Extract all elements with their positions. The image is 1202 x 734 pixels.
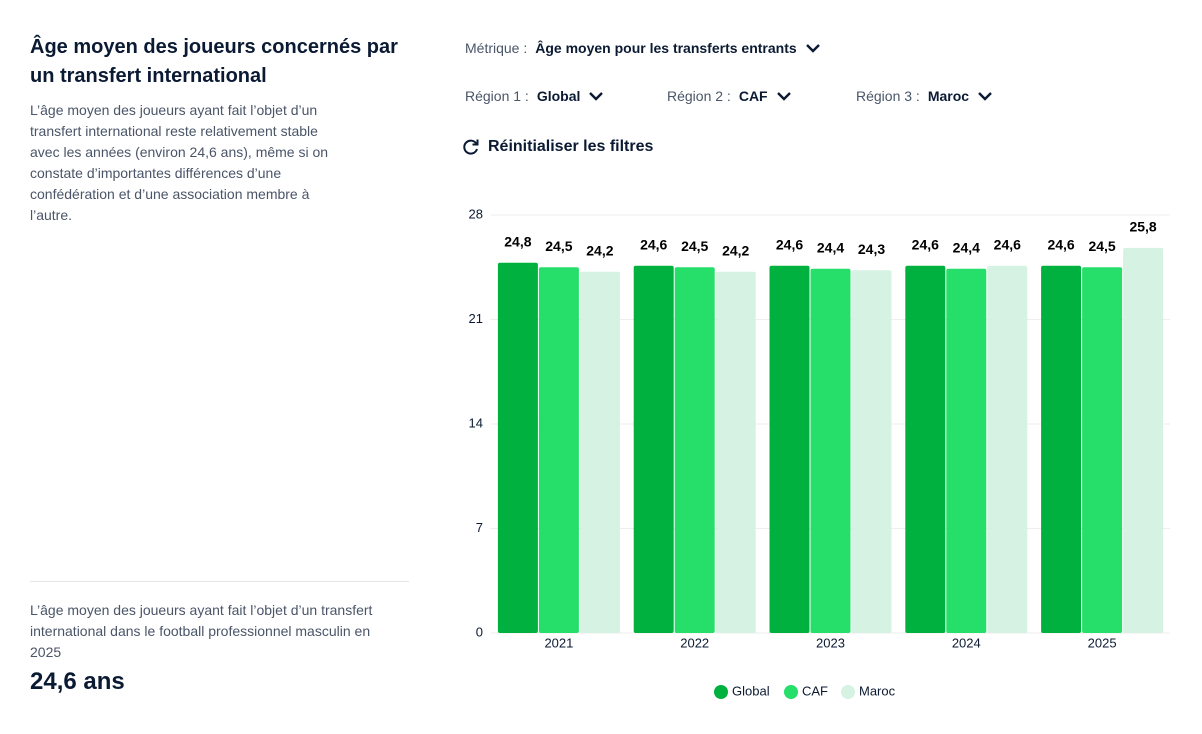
data-label: 24,4 <box>817 239 844 255</box>
filter-value: Maroc <box>927 88 970 104</box>
bar <box>769 265 810 633</box>
chevron <box>978 92 992 101</box>
region-filter[interactable]: Région 1 : Global <box>465 88 604 104</box>
highlight-value: 24,6 ans <box>30 668 125 695</box>
y-tick-label: 7 <box>476 520 483 535</box>
bar <box>715 271 756 633</box>
filter-value: CAF <box>738 88 768 104</box>
filter-label: Région 1 : <box>465 88 529 104</box>
panel-description: L’âge moyen des joueurs ayant fait l’obj… <box>30 102 329 223</box>
data-label: 24,2 <box>586 242 613 258</box>
bar <box>1123 247 1164 634</box>
legend-label: CAF <box>802 683 828 698</box>
x-tick-label: 2025 <box>1088 635 1117 650</box>
bar <box>538 267 579 633</box>
y-tick-label: 21 <box>469 311 483 326</box>
x-tick-label: 2022 <box>680 635 709 650</box>
x-tick-label: 2024 <box>952 635 981 650</box>
bar <box>633 265 674 633</box>
data-label: 24,5 <box>1088 238 1115 254</box>
metric-filter[interactable]: Métrique : Âge moyen pour les transferts… <box>465 40 821 56</box>
bar <box>851 270 892 633</box>
data-label: 24,6 <box>994 236 1021 252</box>
legend-swatch <box>714 685 728 699</box>
bar <box>497 262 538 633</box>
data-label: 24,6 <box>912 236 939 252</box>
y-tick-label: 0 <box>476 624 483 639</box>
x-tick-label: 2023 <box>816 635 845 650</box>
filter-value: Âge moyen pour les transferts entrants <box>535 40 797 56</box>
chevron <box>776 92 791 101</box>
chevron <box>589 92 604 101</box>
filter-label: Région 3 : <box>856 88 920 104</box>
data-label: 24,5 <box>545 238 572 254</box>
data-label: 24,6 <box>640 236 667 252</box>
x-tick-label: 2021 <box>544 635 573 650</box>
legend-label: Maroc <box>859 683 896 698</box>
filter-label: Région 2 : <box>667 88 731 104</box>
bar <box>1041 265 1082 633</box>
legend-swatch <box>784 685 798 699</box>
bar <box>1082 267 1123 633</box>
bar <box>946 268 987 633</box>
data-label: 24,6 <box>1047 236 1074 252</box>
region-filter[interactable]: Région 2 : CAF <box>667 88 792 104</box>
bar <box>674 267 715 633</box>
y-tick-label: 14 <box>469 415 483 430</box>
data-label: 24,3 <box>858 241 885 257</box>
data-label: 24,5 <box>681 238 708 254</box>
data-label: 24,4 <box>953 239 980 255</box>
chevron <box>805 44 820 53</box>
y-tick-label: 28 <box>469 206 483 221</box>
reset-label: Réinitialiser les filtres <box>488 138 654 155</box>
reset-icon <box>463 139 479 155</box>
bar <box>810 268 851 633</box>
data-label: 24,2 <box>722 242 749 258</box>
region-filter[interactable]: Région 3 : Maroc <box>856 88 993 104</box>
bar <box>905 265 946 633</box>
data-label: 24,6 <box>776 236 803 252</box>
filter-label: Métrique : <box>465 40 528 56</box>
filter-value: Global <box>536 88 581 104</box>
bar <box>579 271 620 633</box>
divider <box>30 581 409 582</box>
panel-title: Âge moyen des joueurs concernés par un t… <box>30 36 398 87</box>
legend-swatch <box>841 685 855 699</box>
data-label: 25,8 <box>1129 219 1156 235</box>
reset-button[interactable]: Réinitialiser les filtres <box>462 138 653 156</box>
footnote: L’âge moyen des joueurs ayant fait l’obj… <box>30 602 373 660</box>
data-label: 24,8 <box>504 233 531 249</box>
legend-label: Global <box>732 683 770 698</box>
bar <box>987 265 1028 633</box>
